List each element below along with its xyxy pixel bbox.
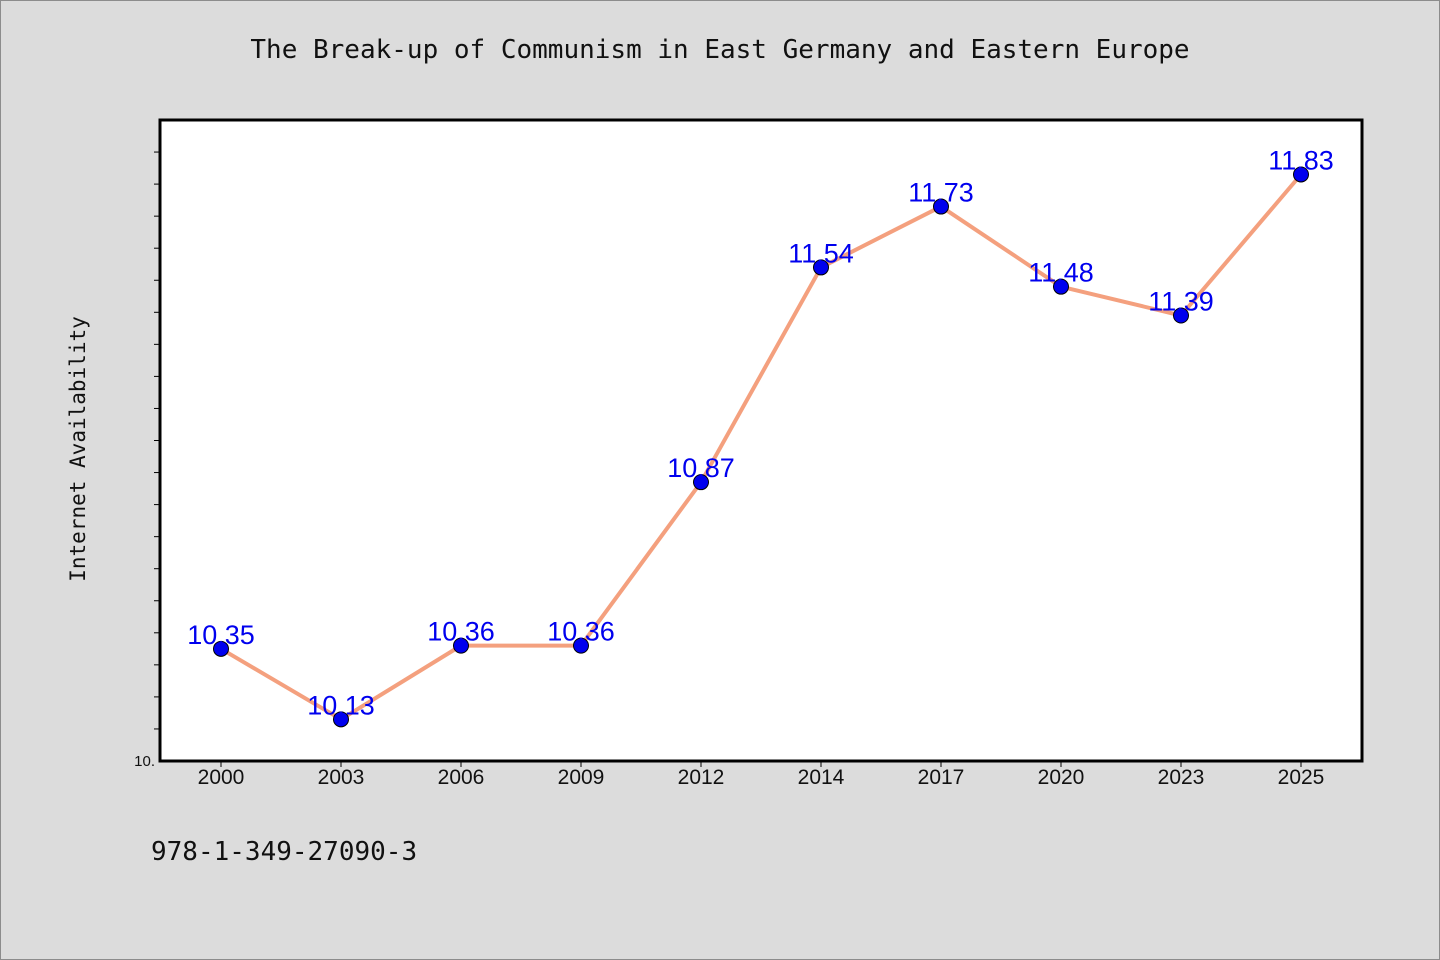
x-axis-ticks <box>220 761 1302 767</box>
x-tick-label: 2006 <box>438 766 485 789</box>
series-line-segment <box>579 480 703 648</box>
x-tick-label: 2000 <box>198 766 245 789</box>
x-tick-label: 2023 <box>1158 766 1205 789</box>
y-tick-label: 10. <box>134 753 155 770</box>
data-point <box>213 640 229 657</box>
data-point <box>693 474 709 491</box>
data-label: 11.54 <box>788 238 854 268</box>
series-line-segment <box>219 646 343 722</box>
series-line-segment <box>819 204 943 270</box>
plot-frame <box>158 118 1364 763</box>
series-line-segment <box>1059 284 1183 318</box>
series-line-segment <box>699 265 823 485</box>
data-point <box>333 711 349 728</box>
x-axis-tick-labels: 2000 2003 2006 2009 2012 2014 2017 2020 2023 2025 <box>198 766 1325 789</box>
data-point <box>1293 166 1309 183</box>
x-tick-label: 2014 <box>798 766 845 789</box>
x-tick-label: 2003 <box>318 766 365 789</box>
data-point <box>573 637 589 654</box>
data-label: 11.39 <box>1148 287 1214 317</box>
x-tick-label: 2025 <box>1278 766 1325 789</box>
chart-title: The Break-up of Communism in East German… <box>250 35 1190 65</box>
data-point <box>1053 278 1069 295</box>
y-axis-ticks <box>154 151 160 730</box>
series-line-segment <box>339 643 463 722</box>
series-lines <box>219 172 1303 722</box>
y-axis-tick-labels: 10. <box>134 753 155 770</box>
data-point <box>453 637 469 654</box>
data-label: 10.87 <box>667 453 735 483</box>
data-label: 10.36 <box>547 617 615 647</box>
data-point <box>933 198 949 215</box>
data-label: 11.73 <box>908 178 974 208</box>
x-tick-label: 2020 <box>1038 766 1085 789</box>
data-point <box>1173 307 1189 324</box>
footer-code: 978-1-349-27090-3 <box>151 837 418 867</box>
x-tick-label: 2009 <box>558 766 605 789</box>
data-label: 10.13 <box>307 690 375 720</box>
data-point <box>813 259 829 276</box>
series-line-segment <box>939 204 1063 289</box>
series-markers <box>213 166 1309 728</box>
x-tick-label: 2012 <box>678 766 725 789</box>
value-labels: 10.35 10.13 10.36 10.36 10.87 11.54 11.73 11.48… <box>187 145 1334 720</box>
x-tick-label: 2017 <box>918 766 965 789</box>
data-label: 11.48 <box>1028 258 1094 288</box>
series-line-segment <box>1179 172 1303 318</box>
data-label: 11.83 <box>1268 145 1334 175</box>
data-label: 10.35 <box>187 620 255 650</box>
data-label: 10.36 <box>427 617 495 647</box>
